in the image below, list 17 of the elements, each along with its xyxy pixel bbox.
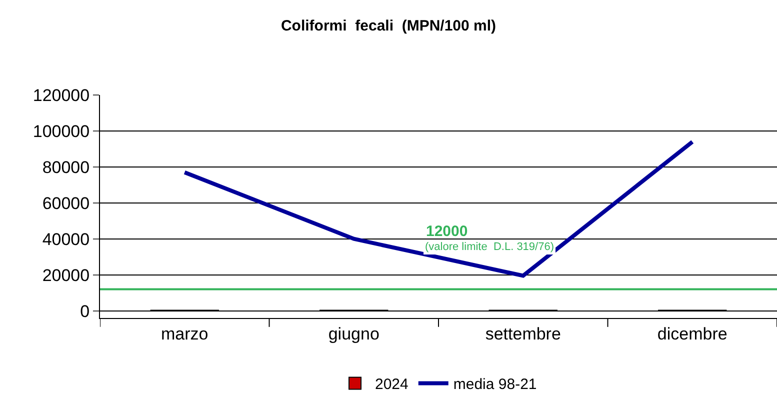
chart-title: Coliformi fecali (MPN/100 ml) bbox=[280, 18, 496, 34]
annotation: (valore limite D.L. 319/76) bbox=[425, 241, 554, 253]
legend-label: media 98-21 bbox=[453, 376, 537, 394]
y-tick-label: 20000 bbox=[42, 266, 90, 285]
x-tick-label: dicembre bbox=[657, 324, 728, 344]
ref-line-label: 12000 bbox=[426, 223, 468, 240]
x-tick-label: settembre bbox=[485, 324, 561, 344]
y-tick-label: 60000 bbox=[42, 194, 90, 213]
y-tick-label: 80000 bbox=[42, 158, 90, 177]
line-series bbox=[182, 140, 694, 278]
y-tick-label: 120000 bbox=[32, 86, 90, 105]
y-tick-label: 0 bbox=[80, 302, 90, 321]
x-tick-label: giugno bbox=[328, 324, 380, 344]
y-tick-label: 40000 bbox=[42, 230, 90, 249]
x-tick-label: marzo bbox=[161, 324, 208, 344]
legend-label: 2024 bbox=[375, 376, 408, 394]
y-tick-label: 100000 bbox=[32, 122, 90, 141]
